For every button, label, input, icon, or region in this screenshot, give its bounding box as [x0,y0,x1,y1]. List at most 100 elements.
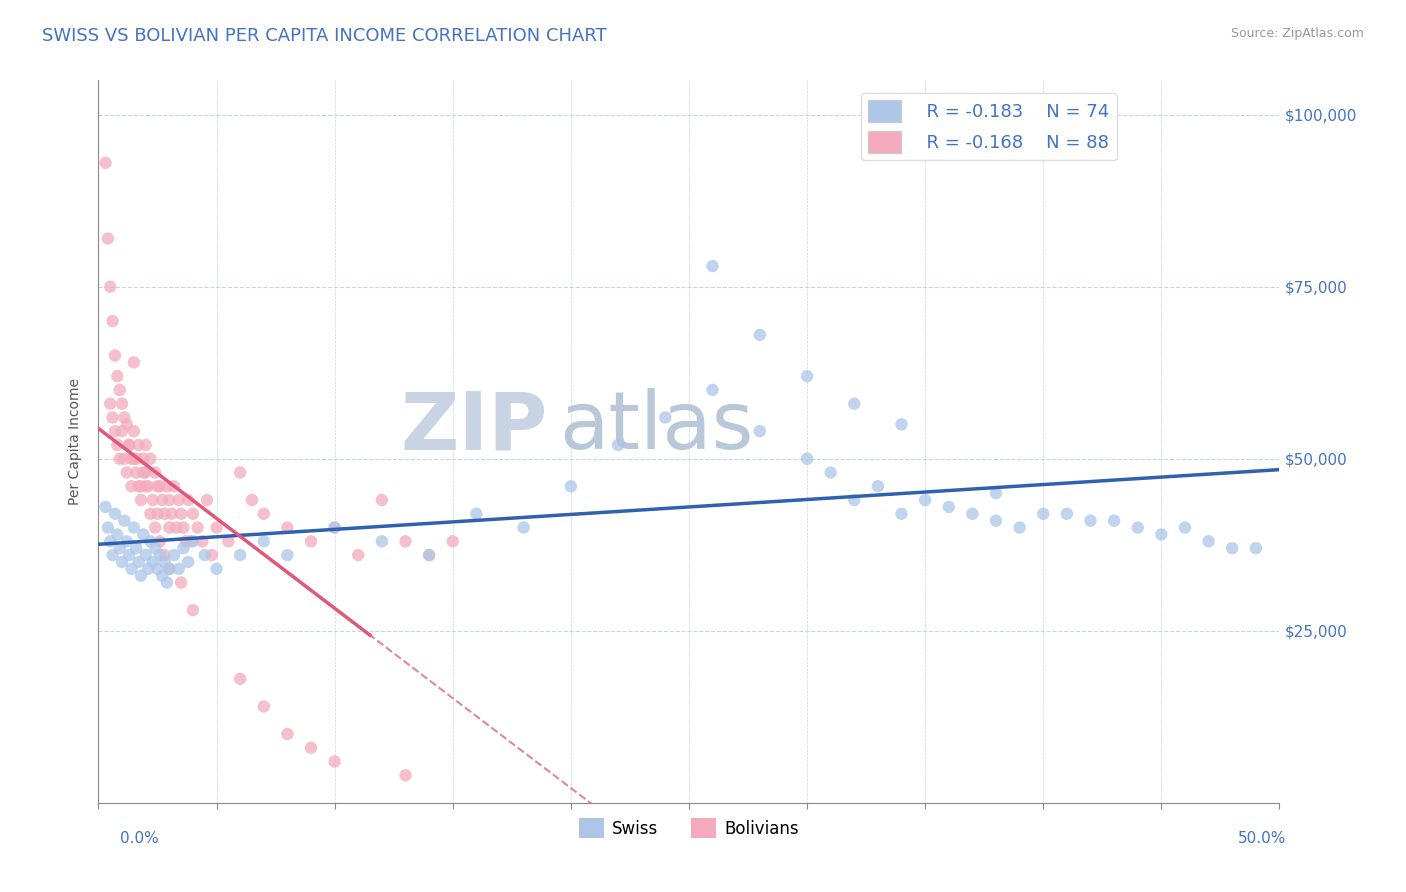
Point [139,534,162,549]
Point [132,527,155,541]
Text: atlas: atlas [560,388,754,467]
Point [153,548,176,562]
Point [167,493,190,508]
Point [702,383,724,397]
Point [94,156,117,170]
Point [229,672,252,686]
Point [177,493,200,508]
Point [347,548,370,562]
Point [201,548,224,562]
Point [890,417,912,432]
Point [108,541,131,556]
Point [118,548,141,562]
Point [128,479,150,493]
Point [323,520,346,534]
Point [153,555,176,569]
Point [323,520,346,534]
Point [170,575,193,590]
Point [139,507,162,521]
Text: 0.0%: 0.0% [120,831,159,846]
Point [135,548,157,562]
Point [796,451,818,466]
Point [1008,520,1031,534]
Point [143,466,166,480]
Point [112,410,135,425]
Point [217,534,239,549]
Point [101,548,124,562]
Point [122,355,145,369]
Text: 50.0%: 50.0% [1239,831,1286,846]
Point [163,479,186,493]
Point [135,466,157,480]
Point [115,466,138,480]
Point [187,520,209,534]
Point [98,397,121,411]
Point [150,568,173,582]
Point [160,507,183,521]
Point [156,479,179,493]
Point [1198,534,1220,549]
Point [156,575,179,590]
Point [146,479,169,493]
Point [844,493,866,508]
Point [240,493,263,508]
Point [105,438,128,452]
Point [180,534,202,549]
Point [276,727,298,741]
Point [136,479,159,493]
Point [129,493,152,508]
Point [111,397,134,411]
Point [111,555,134,569]
Point [172,520,194,534]
Point [820,466,842,480]
Point [181,603,204,617]
Point [702,259,724,273]
Point [122,424,145,438]
Point [181,534,204,549]
Point [205,562,228,576]
Point [654,410,676,425]
Point [128,555,150,569]
Point [115,534,138,549]
Point [122,520,145,534]
Text: Source: ZipAtlas.com: Source: ZipAtlas.com [1230,27,1364,40]
Point [121,479,143,493]
Point [104,424,127,438]
Point [371,534,394,549]
Point [104,349,127,363]
Point [1220,541,1243,556]
Point [105,527,128,541]
Point [125,451,148,466]
Point [748,424,770,438]
Point [512,520,534,534]
Point [167,562,190,576]
Point [1126,520,1149,534]
Point [121,562,143,576]
Point [191,534,214,549]
Point [108,451,131,466]
Point [135,438,157,452]
Point [253,699,276,714]
Point [229,548,252,562]
Point [157,562,180,576]
Point [890,507,912,521]
Point [97,231,120,245]
Point [142,555,165,569]
Point [299,534,322,549]
Point [323,755,346,769]
Point [94,500,117,514]
Point [253,534,276,549]
Point [132,466,155,480]
Point [796,369,818,384]
Point [146,562,169,576]
Point [98,279,121,293]
Point [129,479,152,493]
Point [143,541,166,556]
Point [142,493,165,508]
Point [1244,541,1267,556]
Point [299,740,322,755]
Point [149,479,172,493]
Point [1056,507,1078,521]
Point [157,493,180,508]
Point [844,397,866,411]
